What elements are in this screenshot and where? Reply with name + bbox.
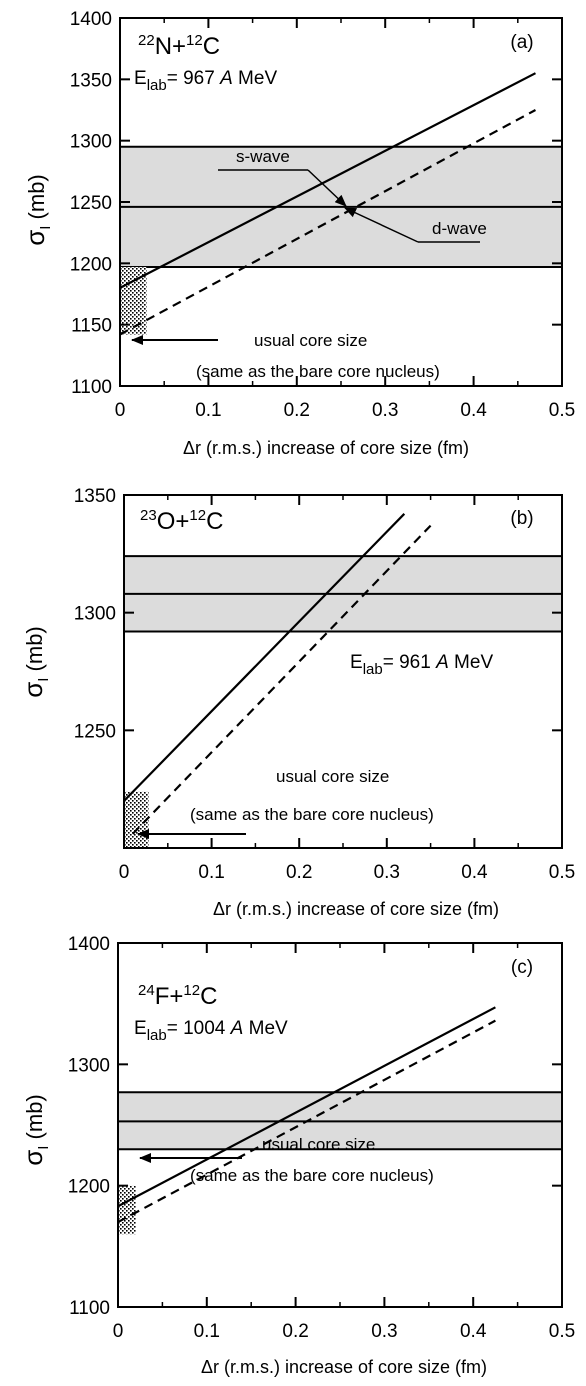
x-tick-label: 0 — [113, 1321, 124, 1342]
y-axis-label: σI (mb) — [18, 1094, 52, 1166]
series-line-s-wave — [124, 513, 406, 802]
y-axis-label: σI (mb) — [20, 174, 54, 246]
y-axis-label: σI (mb) — [18, 626, 52, 698]
y-tick-label: 1250 — [70, 193, 112, 214]
series-line-s-wave — [118, 1006, 496, 1208]
y-tick-label: 1100 — [71, 377, 112, 398]
annotation-usual-core: usual core size — [254, 331, 367, 350]
x-tick-label: 0.2 — [286, 862, 312, 883]
x-tick-label: 0.5 — [549, 862, 575, 883]
chart-panel-c: 0 0.1 0.2 0.3 0.4 0.5 1100 1200 1300 1400 (c) 24F+1… — [18, 934, 575, 1377]
plot-frame — [123, 494, 563, 849]
series-pointer-arrow — [344, 207, 419, 243]
reaction-label: 23O+12C — [140, 507, 223, 535]
x-tick-label: 0.5 — [549, 1321, 575, 1342]
y-tick-label: 1300 — [74, 604, 116, 625]
y-tick-label: 1200 — [70, 254, 112, 275]
x-tick-label: 0 — [119, 862, 130, 883]
panel-label: (c) — [511, 957, 533, 978]
x-axis-label: Δr (r.m.s.) increase of core size (fm) — [201, 1357, 487, 1377]
x-tick-label: 0.3 — [374, 862, 400, 883]
usual-core-region — [120, 267, 147, 335]
x-tick-label: 0.4 — [461, 862, 488, 883]
x-tick-label: 0.3 — [372, 400, 398, 421]
annotation-usual-core: usual core size — [262, 1135, 375, 1154]
x-tick-label: 0.1 — [198, 862, 224, 883]
x-tick-label: 0.2 — [282, 1321, 308, 1342]
y-tick-label: 1200 — [68, 1177, 110, 1198]
chart-panel-b: 0 0.1 0.2 0.3 0.4 0.5 1250 1300 1350 (b) 23O+12C El… — [18, 486, 575, 919]
x-tick-label: 0.4 — [460, 400, 487, 421]
annotation-bare-core: (same as the bare core nucleus) — [196, 362, 440, 381]
y-tick-label: 1100 — [69, 1298, 110, 1319]
series-line-s-wave — [120, 72, 536, 289]
series-label-d-wave: d-wave — [432, 219, 487, 238]
x-tick-label: 0 — [115, 400, 126, 421]
x-tick-label: 0.5 — [549, 400, 575, 421]
chart-panel-a: 0 0.1 0.2 0.3 0.4 0.5 1100 1150 1200 1250 1300 1350… — [20, 9, 575, 458]
series-line-d-wave — [131, 524, 432, 835]
usual-core-region — [118, 1185, 136, 1235]
x-axis-label: Δr (r.m.s.) increase of core size (fm) — [183, 438, 469, 458]
x-tick-label: 0.3 — [371, 1321, 397, 1342]
y-tick-label: 1350 — [70, 70, 112, 91]
series-line-d-wave — [118, 1019, 496, 1224]
energy-label: Elab= 1004 A MeV — [134, 1018, 288, 1044]
energy-label: Elab= 967 A MeV — [134, 68, 277, 94]
annotation-bare-core: (same as the bare core nucleus) — [190, 805, 434, 824]
annotation-bare-core: (same as the bare core nucleus) — [190, 1166, 434, 1185]
series-line-d-wave — [120, 109, 537, 336]
annotation-usual-core: usual core size — [276, 767, 389, 786]
y-tick-label: 1300 — [68, 1055, 110, 1076]
y-tick-label: 1400 — [70, 9, 112, 30]
series-pointer-arrow — [307, 169, 347, 207]
reaction-label: 24F+12C — [138, 982, 217, 1010]
y-tick-label: 1350 — [74, 486, 116, 507]
reaction-label: 22N+12C — [138, 32, 220, 60]
y-tick-label: 1400 — [68, 934, 110, 955]
panel-label: (b) — [510, 508, 533, 529]
y-tick-label: 1250 — [74, 721, 116, 742]
usual-core-region — [124, 791, 149, 848]
x-tick-label: 0.1 — [195, 400, 221, 421]
y-tick-label: 1300 — [70, 132, 112, 153]
energy-label: Elab= 961 A MeV — [350, 652, 493, 678]
x-tick-label: 0.4 — [460, 1321, 487, 1342]
panel-label: (a) — [510, 32, 533, 53]
x-axis-label: Δr (r.m.s.) increase of core size (fm) — [213, 899, 499, 919]
x-tick-label: 0.1 — [194, 1321, 220, 1342]
series-label-s-wave: s-wave — [236, 147, 290, 166]
x-tick-label: 0.2 — [284, 400, 310, 421]
y-tick-label: 1150 — [71, 316, 112, 337]
